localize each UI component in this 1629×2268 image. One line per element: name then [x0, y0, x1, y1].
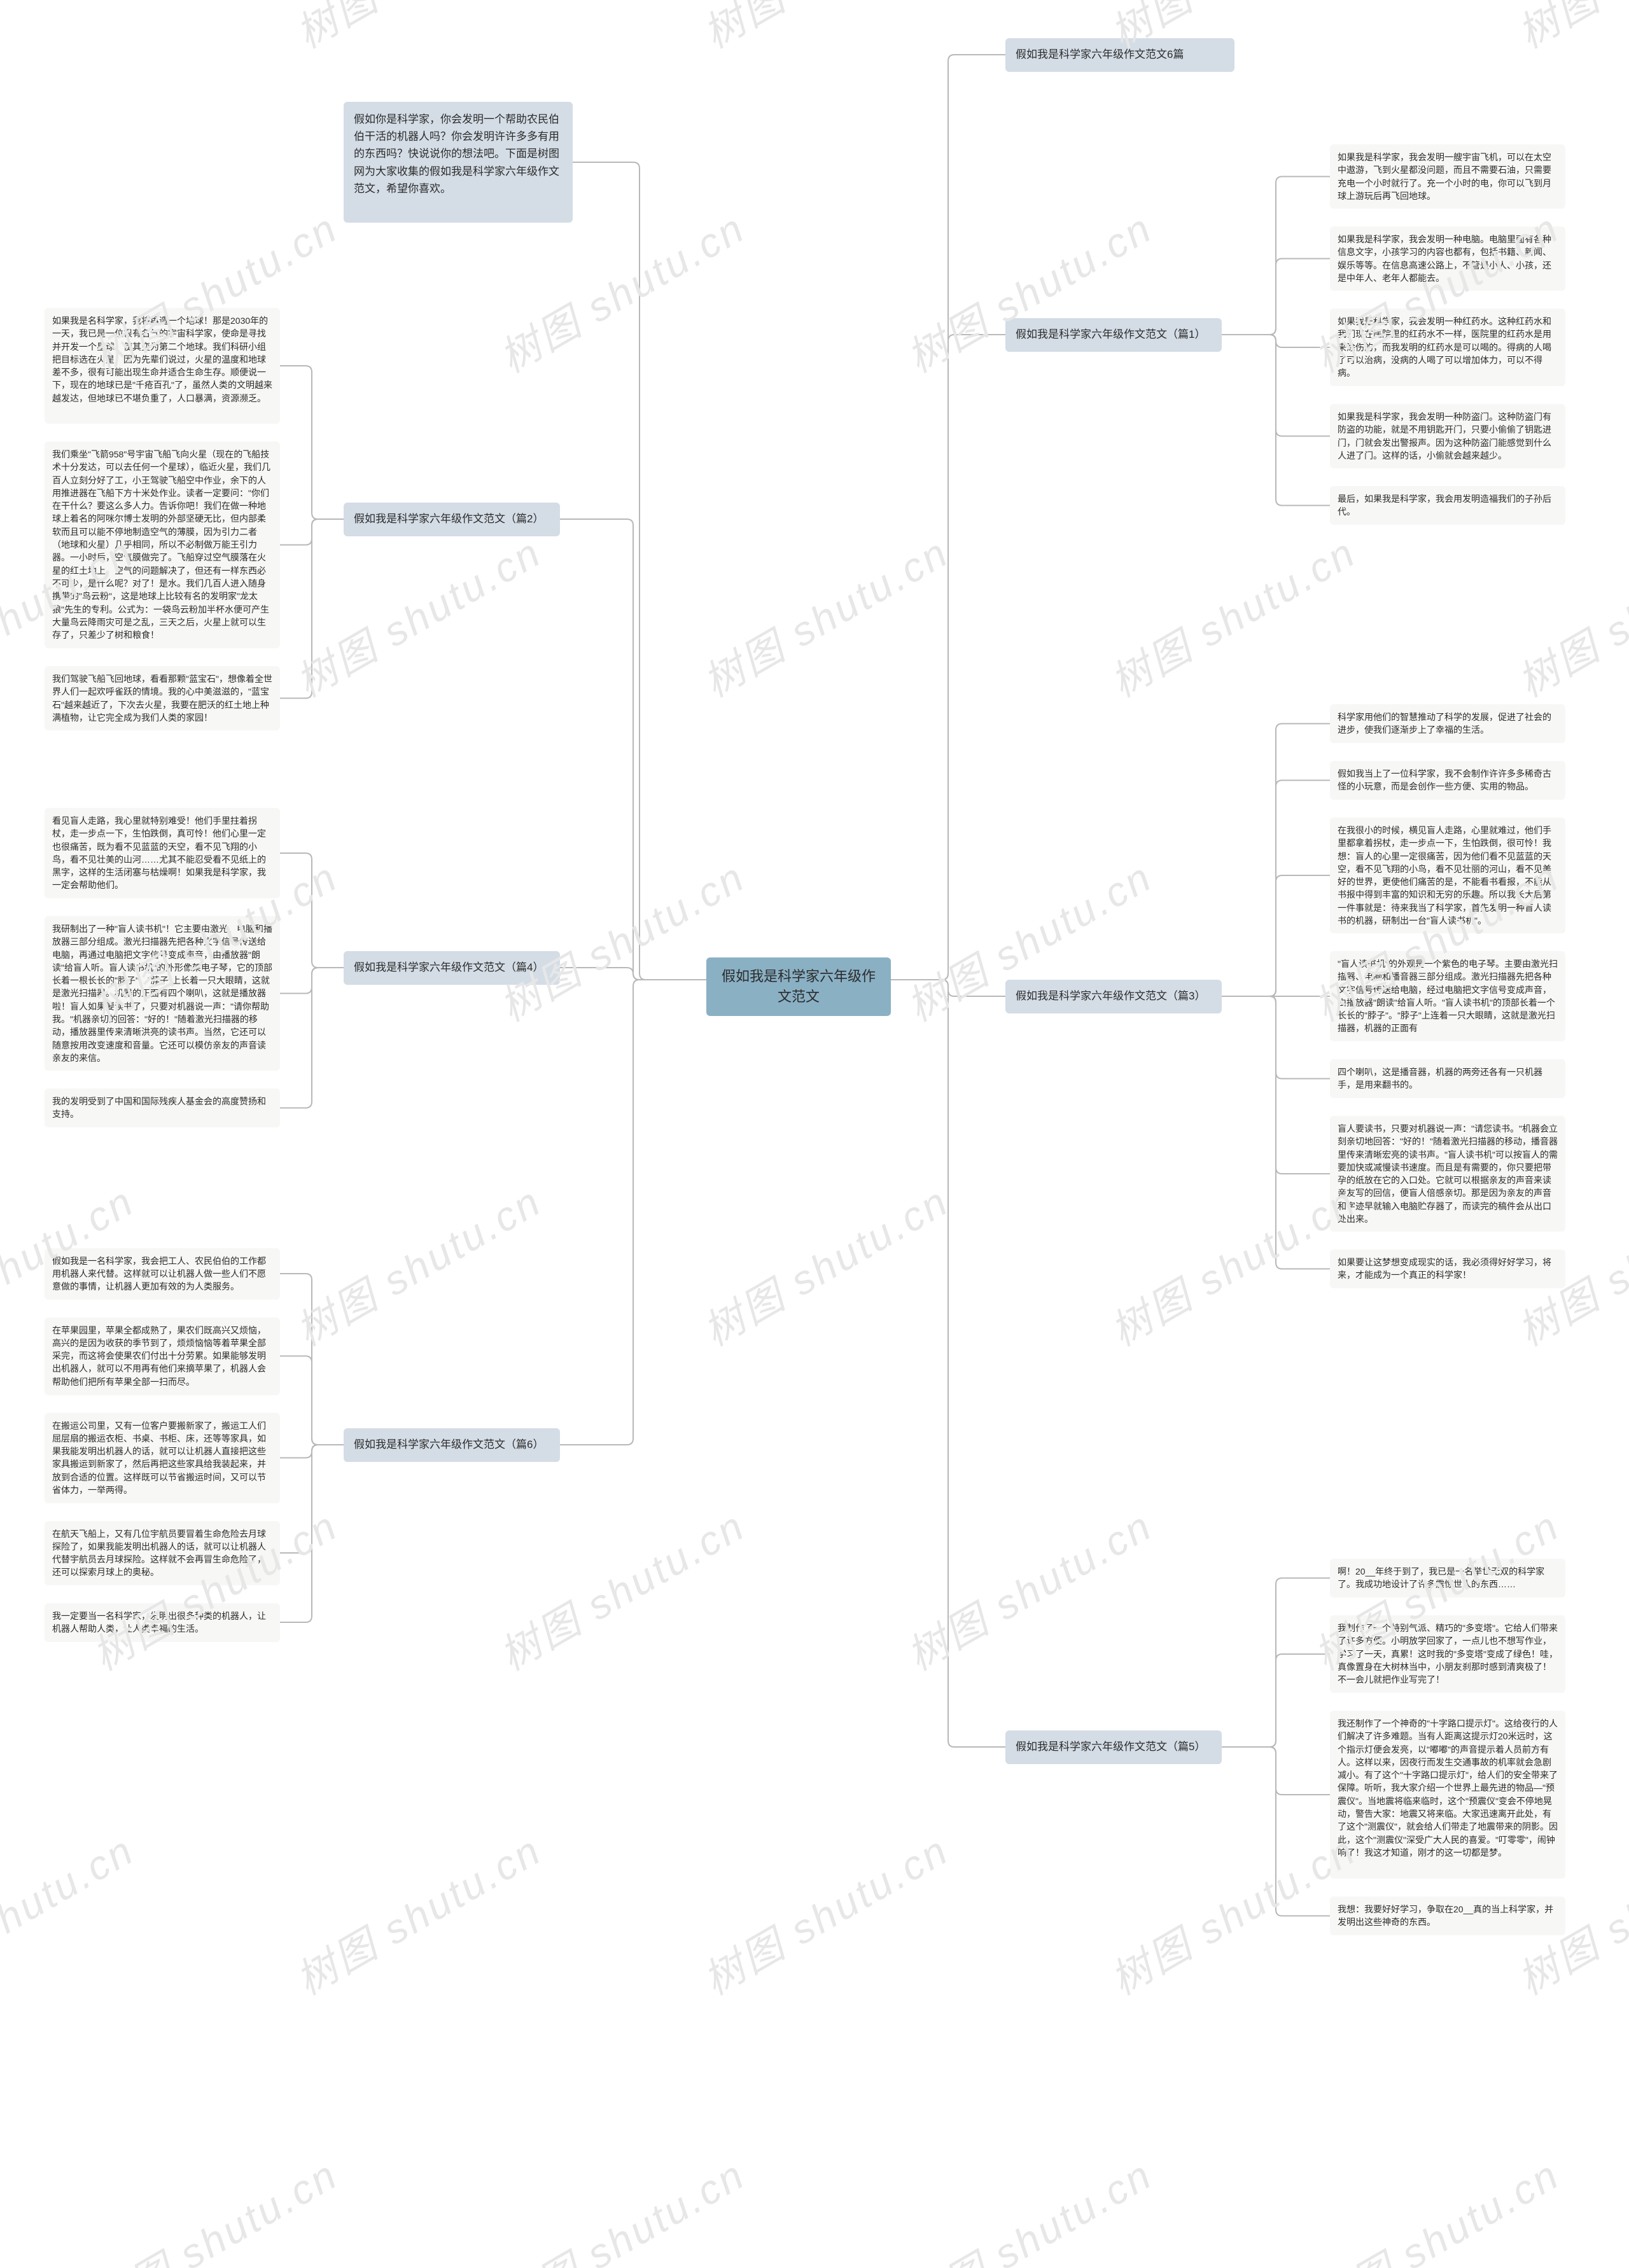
leaf-node: 我一定要当一名科学家，发明出很多种类的机器人，让机器人帮助人类，让人类幸福的生活…: [45, 1603, 280, 1642]
watermark: 树图 shutu.cn: [1506, 0, 1629, 60]
leaf-node: 假如我当上了一位科学家，我不会制作许许多多稀奇古怪的小玩意，而是会创作一些方便、…: [1330, 761, 1565, 800]
sub-node-intro: 假如你是科学家，你会发明一个帮助农民伯伯干活的机器人吗？你会发明许许多多有用的东…: [344, 102, 573, 223]
leaf-text: 如果我是名科学家，我将再造一个地球！那是2030年的一天，我已是一位很有名气的宇…: [52, 316, 272, 403]
leaf-node: 我还制作了一个神奇的"十字路口提示灯"。这给夜行的人们解决了许多难题。当有人距离…: [1330, 1711, 1565, 1879]
watermark: 树图 shutu.cn: [1506, 520, 1629, 709]
leaf-node: 盲人要读书，只要对机器说一声："请您读书。"机器会立刻亲切地回答："好的！"随着…: [1330, 1116, 1565, 1232]
sub-label: 假如我是科学家六年级作文范文（篇6）: [354, 1438, 543, 1451]
watermark: 树图 shutu.cn: [895, 196, 1162, 384]
leaf-node: 最后，如果我是科学家，我会用发明造福我们的子孙后代。: [1330, 486, 1565, 525]
watermark: 树图 shutu.cn: [0, 1818, 144, 2007]
watermark: 树图 shutu.cn: [895, 1494, 1162, 1682]
watermark: 树图 shutu.cn: [284, 0, 551, 60]
leaf-text: 我还制作了一个神奇的"十字路口提示灯"。这给夜行的人们解决了许多难题。当有人距离…: [1338, 1718, 1558, 1858]
leaf-text: 盲人要读书，只要对机器说一声："请您读书。"机器会立刻亲切地回答："好的！"随着…: [1338, 1124, 1558, 1224]
sub-node-essay2: 假如我是科学家六年级作文范文（篇2）: [344, 503, 560, 536]
leaf-text: 假如我是一名科学家，我会把工人、农民伯伯的工作都用机器人来代替。这样就可以让机器…: [52, 1256, 266, 1292]
sub-label: 假如我是科学家六年级作文范文6篇: [1016, 48, 1184, 60]
leaf-node: 如果我是科学家，我会发明一种防盗门。这种防盗门有防盗的功能，就是不用钥匙开门，只…: [1330, 404, 1565, 468]
watermark: 树图 shutu.cn: [895, 2143, 1162, 2268]
leaf-node: 我想：我要好好学习，争取在20__真的当上科学家，并发明出这些神奇的东西。: [1330, 1896, 1565, 1935]
watermark: 树图 shutu.cn: [284, 1169, 551, 1358]
sub-label: 假如我是科学家六年级作文范文（篇5）: [1016, 1741, 1205, 1753]
leaf-node: 在我很小的时候，横见盲人走路，心里就难过，他们手里都拿着拐杖，走一步点一下，生怕…: [1330, 817, 1565, 933]
watermark: 树图 shutu.cn: [1302, 2143, 1569, 2268]
sub-node-essay6: 假如我是科学家六年级作文范文（篇6）: [344, 1428, 560, 1462]
watermark: 树图 shutu.cn: [487, 2143, 755, 2268]
leaf-text: 看见盲人走路，我心里就特别难受！他们手里拄着拐杖，走一步点一下，生怕跌倒，真可怜…: [52, 816, 266, 890]
leaf-node: 我研制出了一种"盲人读书机"！它主要由激光、电脑和播放器三部分组成。激光扫描器先…: [45, 916, 280, 1071]
leaf-node: 如果我是科学家，我会发明一艘宇宙飞机，可以在太空中遨游，飞到火星都没问题，而且不…: [1330, 144, 1565, 209]
watermark: 树图 shutu.cn: [691, 520, 958, 709]
leaf-node: 在苹果园里，苹果全都成熟了，果农们既高兴又烦恼，高兴的是因为收获的季节到了，烦烦…: [45, 1318, 280, 1395]
leaf-node: 看见盲人走路，我心里就特别难受！他们手里拄着拐杖，走一步点一下，生怕跌倒，真可怜…: [45, 808, 280, 898]
leaf-text: 我们驾驶飞船飞回地球，看看那颗"蓝宝石"，想像着全世界人们一起欢呼雀跃的情境。我…: [52, 674, 272, 723]
leaf-text: 如果我是科学家，我会发明一艘宇宙飞机，可以在太空中遨游，飞到火星都没问题，而且不…: [1338, 152, 1551, 201]
leaf-text: 我研制出了一种"盲人读书机"！它主要由激光、电脑和播放器三部分组成。激光扫描器先…: [52, 924, 272, 1063]
sub-node-essay3: 假如我是科学家六年级作文范文（篇3）: [1005, 980, 1222, 1013]
leaf-text: 我的发明受到了中国和国际残疾人基金会的高度赞扬和支持。: [52, 1096, 266, 1119]
sub-label: 假如你是科学家，你会发明一个帮助农民伯伯干活的机器人吗？你会发明许许多多有用的东…: [354, 113, 559, 195]
sub-label: 假如我是科学家六年级作文范文（篇3）: [1016, 990, 1205, 1002]
leaf-text: "盲人读书机"的外观是一个紫色的电子琴。主要由激光扫描器、电脑和播音器三部分组成…: [1338, 959, 1558, 1033]
leaf-node: 四个喇叭，这是播音器，机器的两旁还各有一只机器手，是用来翻书的。: [1330, 1059, 1565, 1098]
leaf-text: 我们乘坐"飞箭958"号宇宙飞船飞向火星（现在的飞船技术十分发达，可以去任何一个…: [52, 449, 270, 640]
watermark: 树图 shutu.cn: [691, 1818, 958, 2007]
leaf-node: 在航天飞船上，又有几位宇航员要冒着生命危险去月球探险了，如果我能发明出机器人的话…: [45, 1521, 280, 1585]
watermark: 树图 shutu.cn: [691, 1169, 958, 1358]
watermark: 树图 shutu.cn: [80, 2143, 347, 2268]
sub-node-essay1: 假如我是科学家六年级作文范文（篇1）: [1005, 318, 1222, 352]
sub-node-essay5: 假如我是科学家六年级作文范文（篇5）: [1005, 1730, 1222, 1764]
leaf-text: 如果我是科学家，我会发明一种电脑。电脑里面有各种信息文字，小孩学习的内容也都有，…: [1338, 234, 1551, 283]
sub-node-essays6: 假如我是科学家六年级作文范文6篇: [1005, 38, 1234, 72]
sub-label: 假如我是科学家六年级作文范文（篇2）: [354, 513, 543, 525]
leaf-text: 我制作了一个特别气派、精巧的"多变塔"。它给人们带来了许多方便。小明放学回家了，…: [1338, 1623, 1558, 1685]
watermark: 树图 shutu.cn: [1098, 520, 1366, 709]
watermark: 树图 shutu.cn: [284, 520, 551, 709]
sub-node-essay4: 假如我是科学家六年级作文范文（篇4）: [344, 951, 560, 985]
root-title: 假如我是科学家六年级作文范文: [722, 968, 876, 1005]
leaf-node: "盲人读书机"的外观是一个紫色的电子琴。主要由激光扫描器、电脑和播音器三部分组成…: [1330, 951, 1565, 1041]
leaf-text: 在我很小的时候，横见盲人走路，心里就难过，他们手里都拿着拐杖，走一步点一下，生怕…: [1338, 825, 1551, 926]
leaf-text: 四个喇叭，这是播音器，机器的两旁还各有一只机器手，是用来翻书的。: [1338, 1067, 1542, 1090]
leaf-node: 如果要让这梦想变成现实的话，我必须得好好学习，将来，才能成为一个真正的科学家！: [1330, 1249, 1565, 1288]
leaf-node: 如果我是科学家，我会发明一种红药水。这种红药水和我们现在医院里的红药水不一样，医…: [1330, 309, 1565, 386]
leaf-text: 在航天飞船上，又有几位宇航员要冒着生命危险去月球探险了，如果我能发明出机器人的话…: [52, 1529, 266, 1578]
leaf-text: 在搬运公司里，又有一位客户要搬新家了，搬运工人们屈层扇的搬运衣柜、书桌、书柜、床…: [52, 1421, 266, 1495]
leaf-node: 如果我是科学家，我会发明一种电脑。电脑里面有各种信息文字，小孩学习的内容也都有，…: [1330, 226, 1565, 291]
leaf-text: 如果要让这梦想变成现实的话，我必须得好好学习，将来，才能成为一个真正的科学家！: [1338, 1257, 1551, 1280]
leaf-text: 科学家用他们的智慧推动了科学的发展，促进了社会的进步，使我们逐渐步上了幸福的生活…: [1338, 712, 1551, 735]
watermark: 树图 shutu.cn: [487, 1494, 755, 1682]
leaf-node: 我们驾驶飞船飞回地球，看看那颗"蓝宝石"，想像着全世界人们一起欢呼雀跃的情境。我…: [45, 666, 280, 730]
mindmap-root: 假如我是科学家六年级作文范文: [706, 957, 891, 1016]
watermark: 树图 shutu.cn: [691, 0, 958, 60]
leaf-node: 啊！20__年终于到了，我已是一名举世无双的科学家了。我成功地设计了许多震惊世人…: [1330, 1559, 1565, 1597]
leaf-text: 啊！20__年终于到了，我已是一名举世无双的科学家了。我成功地设计了许多震惊世人…: [1338, 1566, 1544, 1589]
watermark: 树图 shutu.cn: [1098, 1818, 1366, 2007]
leaf-text: 如果我是科学家，我会发明一种红药水。这种红药水和我们现在医院里的红药水不一样，医…: [1338, 316, 1551, 378]
leaf-text: 最后，如果我是科学家，我会用发明造福我们的子孙后代。: [1338, 494, 1551, 517]
sub-label: 假如我是科学家六年级作文范文（篇1）: [1016, 328, 1205, 340]
leaf-node: 我的发明受到了中国和国际残疾人基金会的高度赞扬和支持。: [45, 1089, 280, 1127]
leaf-text: 如果我是科学家，我会发明一种防盗门。这种防盗门有防盗的功能，就是不用钥匙开门，只…: [1338, 412, 1551, 461]
leaf-node: 科学家用他们的智慧推动了科学的发展，促进了社会的进步，使我们逐渐步上了幸福的生活…: [1330, 704, 1565, 743]
leaf-node: 我们乘坐"飞箭958"号宇宙飞船飞向火星（现在的飞船技术十分发达，可以去任何一个…: [45, 442, 280, 648]
watermark: 树图 shutu.cn: [0, 0, 144, 60]
leaf-text: 在苹果园里，苹果全都成熟了，果农们既高兴又烦恼，高兴的是因为收获的季节到了，烦烦…: [52, 1325, 266, 1387]
leaf-node: 假如我是一名科学家，我会把工人、农民伯伯的工作都用机器人来代替。这样就可以让机器…: [45, 1248, 280, 1300]
leaf-text: 假如我当上了一位科学家，我不会制作许许多多稀奇古怪的小玩意，而是会创作一些方便、…: [1338, 769, 1551, 791]
leaf-text: 我一定要当一名科学家，发明出很多种类的机器人，让机器人帮助人类，让人类幸福的生活…: [52, 1611, 266, 1634]
leaf-node: 在搬运公司里，又有一位客户要搬新家了，搬运工人们屈层扇的搬运衣柜、书桌、书柜、床…: [45, 1413, 280, 1503]
watermark: 树图 shutu.cn: [284, 1818, 551, 2007]
leaf-node: 如果我是名科学家，我将再造一个地球！那是2030年的一天，我已是一位很有名气的宇…: [45, 308, 280, 424]
leaf-text: 我想：我要好好学习，争取在20__真的当上科学家，并发明出这些神奇的东西。: [1338, 1904, 1553, 1927]
watermark: 树图 shutu.cn: [487, 196, 755, 384]
watermark: 树图 shutu.cn: [1098, 1169, 1366, 1358]
sub-label: 假如我是科学家六年级作文范文（篇4）: [354, 961, 543, 973]
leaf-node: 我制作了一个特别气派、精巧的"多变塔"。它给人们带来了许多方便。小明放学回家了，…: [1330, 1615, 1565, 1693]
